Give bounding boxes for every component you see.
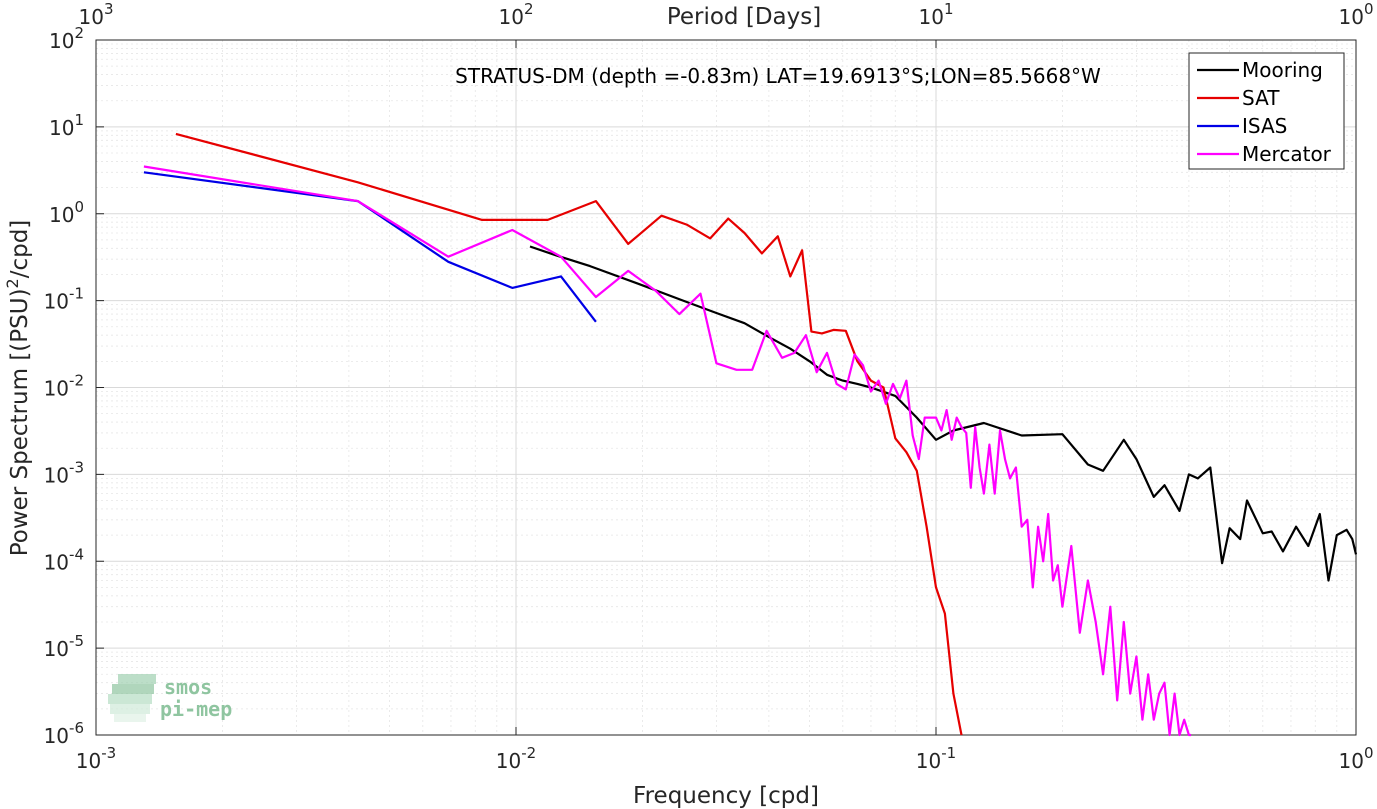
series-lines bbox=[143, 132, 1358, 737]
legend-label: SAT bbox=[1242, 86, 1280, 110]
top-tick-label: 100 bbox=[1339, 0, 1374, 29]
top-x-axis-label: Period [Days] bbox=[667, 4, 821, 30]
watermark-waves-icon bbox=[108, 674, 156, 722]
top-tick-label: 103 bbox=[79, 0, 114, 29]
top-tick-label: 101 bbox=[919, 0, 954, 29]
x-axis-label: Frequency [cpd] bbox=[633, 783, 819, 809]
x-tick-label: 10-3 bbox=[76, 744, 116, 773]
y-tick-label: 101 bbox=[49, 111, 84, 140]
top-tick-label: 102 bbox=[499, 0, 534, 29]
y-axis-label: Power Spectrum [(PSU)2/cpd] bbox=[3, 220, 33, 557]
y-tick-label: 10-2 bbox=[44, 372, 84, 401]
y-tick-label: 10-4 bbox=[44, 545, 84, 574]
y-tick-label: 10-5 bbox=[44, 632, 84, 661]
x-tick-label: 10-2 bbox=[496, 744, 536, 773]
legend-box bbox=[1188, 52, 1345, 170]
series-line-mooring bbox=[529, 245, 1358, 582]
legend-label: Mooring bbox=[1242, 58, 1323, 82]
y-tick-label: 100 bbox=[49, 198, 84, 227]
chart-title: STRATUS-DM (depth =-0.83m) LAT=19.6913°S… bbox=[455, 64, 1101, 88]
smos-pi-mep-logo: smos pi-mep bbox=[108, 674, 232, 722]
grid-lines bbox=[95, 39, 1357, 736]
x-tick-label: 10-1 bbox=[916, 744, 956, 773]
y-tick-label: 102 bbox=[49, 24, 84, 53]
y-tick-label: 10-1 bbox=[44, 285, 84, 314]
legend-label: Mercator bbox=[1242, 142, 1332, 166]
y-tick-label: 10-6 bbox=[44, 719, 84, 748]
x-tick-label: 100 bbox=[1339, 744, 1374, 773]
watermark-text-pi-mep: pi-mep bbox=[160, 697, 232, 721]
series-line-sat bbox=[175, 132, 963, 736]
series-line-isas bbox=[143, 171, 597, 323]
series-line-mercator bbox=[143, 165, 1192, 737]
legend-label: ISAS bbox=[1242, 114, 1287, 138]
y-tick-label: 10-3 bbox=[44, 458, 84, 487]
legend: Mooring SAT ISAS Mercator bbox=[1188, 52, 1345, 170]
watermark-text-smos: smos bbox=[164, 675, 212, 699]
